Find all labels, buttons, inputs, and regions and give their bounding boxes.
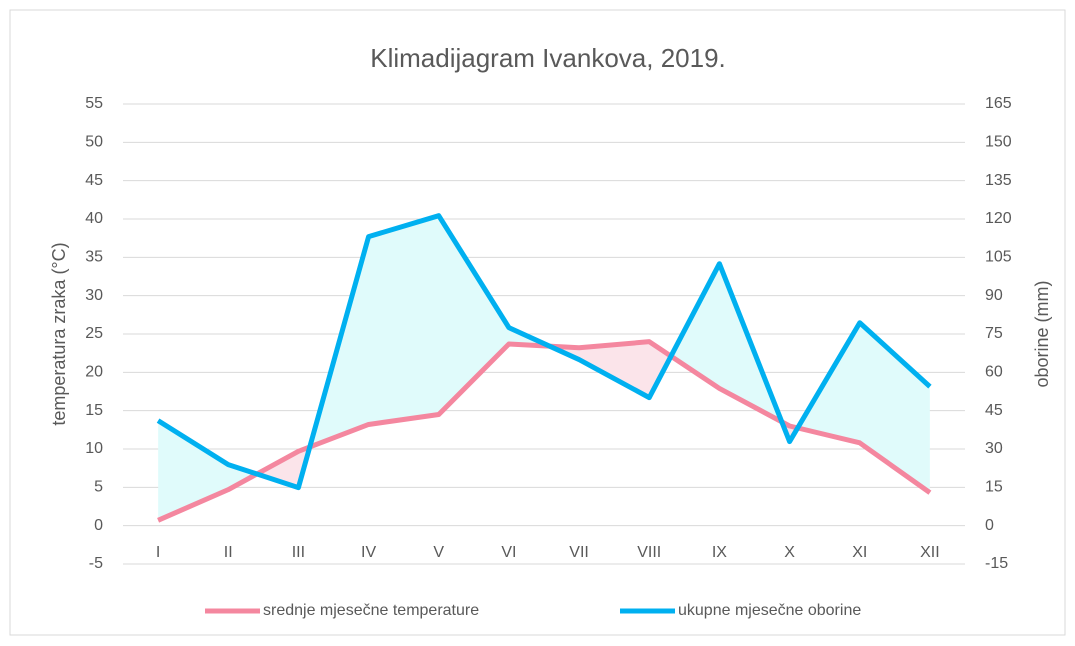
x-tick-label: I [156,544,160,561]
y-tick-label: 5 [94,479,103,496]
y2-axis-title: oborine (mm) [1032,280,1052,387]
x-tick-label: II [224,544,233,561]
y2-tick-label: 0 [985,517,994,534]
x-tick-label: VI [501,544,516,561]
y-tick-label: 20 [85,364,103,381]
y2-tick-label: 135 [985,172,1012,189]
y-tick-label: 50 [85,134,103,151]
y2-tick-label: -15 [985,555,1008,572]
y-axis-title: temperatura zraka (°C) [49,242,69,425]
y2-tick-label: 90 [985,287,1003,304]
x-tick-label: IV [361,544,376,561]
x-tick-label: VIII [637,544,661,561]
y-tick-label: 15 [85,402,103,419]
y-tick-label: 25 [85,325,103,342]
y2-tick-label: 60 [985,364,1003,381]
x-tick-label: V [433,544,444,561]
x-tick-label: XII [920,544,940,561]
y-tick-label: 0 [94,517,103,534]
y2-tick-label: 120 [985,210,1012,227]
y2-tick-label: 105 [985,249,1012,266]
y-tick-label: 30 [85,287,103,304]
y2-tick-label: 30 [985,440,1003,457]
y2-tick-label: 45 [985,402,1003,419]
chart-title: Klimadijagram Ivankova, 2019. [370,43,726,73]
y2-tick-label: 15 [985,479,1003,496]
y-tick-label: 40 [85,210,103,227]
x-tick-label: XI [852,544,867,561]
x-tick-label: III [292,544,305,561]
legend-label: ukupne mjesečne oborine [678,602,861,619]
y-tick-label: 35 [85,249,103,266]
y2-tick-label: 75 [985,325,1003,342]
y2-tick-label: 165 [985,95,1012,112]
x-tick-label: IX [712,544,727,561]
y-tick-label: -5 [89,555,103,572]
x-tick-label: X [784,544,795,561]
legend-label: srednje mjesečne temperature [263,602,479,619]
y-tick-label: 10 [85,440,103,457]
series-line [156,213,932,491]
y-tick-label: 45 [85,172,103,189]
y-tick-label: 55 [85,95,103,112]
x-tick-label: VII [569,544,589,561]
y2-tick-label: 150 [985,134,1012,151]
frame [9,9,1066,636]
